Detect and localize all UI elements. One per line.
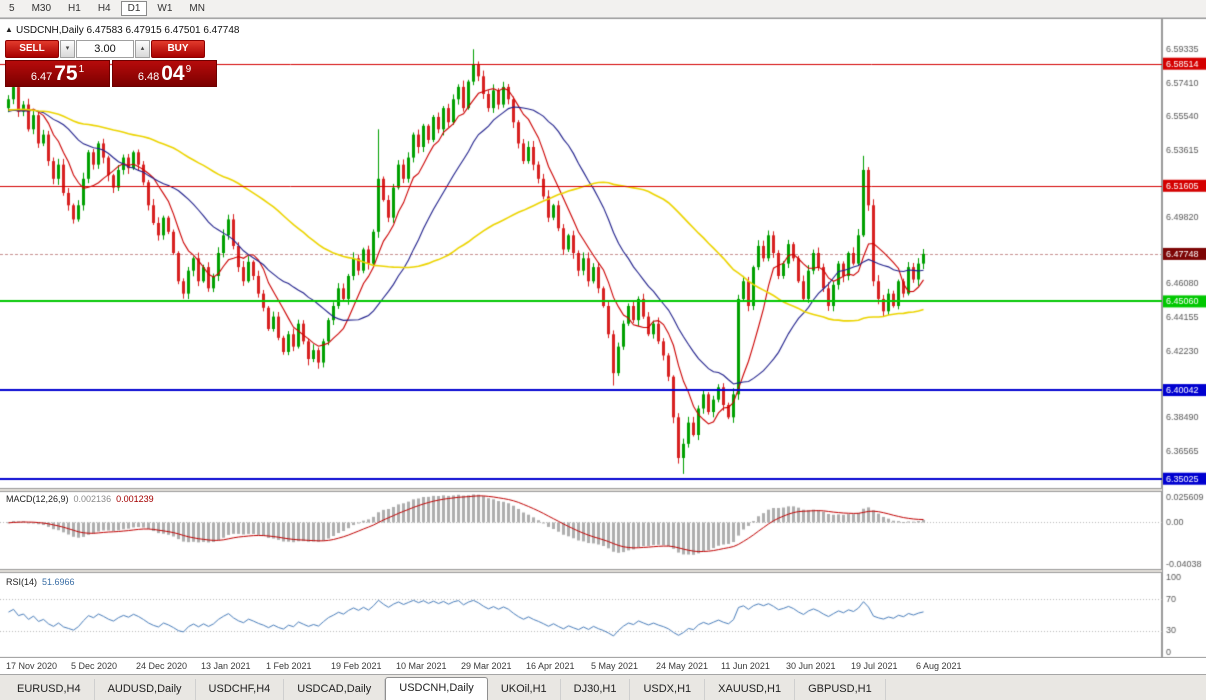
rsi-indicator-label: RSI(14) 51.6966 bbox=[6, 577, 75, 587]
date-label: 5 May 2021 bbox=[591, 661, 639, 671]
lot-increase-button[interactable]: ▴ bbox=[135, 40, 150, 58]
macd-indicator-label: MACD(12,26,9) 0.002136 0.001239 bbox=[6, 494, 154, 504]
tab-ukoil-h1[interactable]: UKOil,H1 bbox=[488, 679, 561, 700]
buy-price-display[interactable]: 6.48 04 9 bbox=[112, 60, 217, 87]
chart-window: ▲ USDCNH,Daily 6.47583 6.47915 6.47501 6… bbox=[0, 18, 1206, 658]
date-label: 1 Feb 2021 bbox=[266, 661, 312, 671]
one-click-trade-panel: SELL ▾ ▴ BUY 6.47 75 1 6.48 04 9 bbox=[5, 40, 219, 87]
timeframe-button-5[interactable]: 5 bbox=[2, 1, 22, 16]
date-label: 17 Nov 2020 bbox=[6, 661, 58, 671]
macd-main-value: 0.002136 bbox=[73, 494, 112, 504]
timeframe-toolbar: 5 M30 H1 H4 D1 W1 MN bbox=[0, 0, 1206, 18]
sell-price-big: 75 bbox=[54, 62, 78, 85]
buy-price-big: 04 bbox=[161, 62, 185, 85]
date-label: 29 Mar 2021 bbox=[461, 661, 512, 671]
timeframe-button-W1[interactable]: W1 bbox=[150, 1, 179, 16]
tab-usdcad-daily[interactable]: USDCAD,Daily bbox=[284, 679, 386, 700]
chart-canvas[interactable] bbox=[0, 18, 1206, 658]
buy-price-pip: 9 bbox=[185, 64, 192, 75]
date-label: 5 Dec 2020 bbox=[71, 661, 118, 671]
date-label: 19 Feb 2021 bbox=[331, 661, 382, 671]
tab-usdx-h1[interactable]: USDX,H1 bbox=[630, 679, 706, 700]
rsi-name: RSI(14) bbox=[6, 577, 38, 587]
tab-eurusd-h4[interactable]: EURUSD,H4 bbox=[4, 679, 95, 700]
chart-arrow-icon: ▲ bbox=[5, 25, 13, 34]
date-label: 30 Jun 2021 bbox=[786, 661, 836, 671]
tab-audusd-daily[interactable]: AUDUSD,Daily bbox=[95, 679, 196, 700]
lot-decrease-button[interactable]: ▾ bbox=[60, 40, 75, 58]
time-axis[interactable]: 17 Nov 2020 5 Dec 2020 24 Dec 2020 13 Jan 2… bbox=[0, 658, 1206, 674]
buy-button[interactable]: BUY bbox=[151, 40, 205, 58]
date-label: 24 May 2021 bbox=[656, 661, 709, 671]
chart-title: USDCNH,Daily 6.47583 6.47915 6.47501 6.4… bbox=[16, 25, 240, 36]
timeframe-button-M30[interactable]: M30 bbox=[25, 1, 58, 16]
date-label: 16 Apr 2021 bbox=[526, 661, 575, 671]
date-label: 11 Jun 2021 bbox=[721, 661, 770, 671]
tab-dj30-h1[interactable]: DJ30,H1 bbox=[561, 679, 631, 700]
macd-signal-value: 0.001239 bbox=[116, 494, 154, 504]
tab-xauusd-h1[interactable]: XAUUSD,H1 bbox=[705, 679, 796, 700]
sell-button[interactable]: SELL bbox=[5, 40, 59, 58]
sell-price-prefix: 6.47 bbox=[30, 71, 53, 83]
sell-price-display[interactable]: 6.47 75 1 bbox=[5, 60, 110, 87]
timeframe-button-H1[interactable]: H1 bbox=[61, 1, 88, 16]
date-label: 19 Jul 2021 bbox=[851, 661, 898, 671]
symbol-tabs-bar: EURUSD,H4 AUDUSD,Daily USDCHF,H4 USDCAD,Dai… bbox=[0, 674, 1206, 700]
date-label: 6 Aug 2021 bbox=[916, 661, 962, 671]
macd-name: MACD(12,26,9) bbox=[6, 494, 69, 504]
sell-price-pip: 1 bbox=[78, 64, 85, 75]
timeframe-button-MN[interactable]: MN bbox=[182, 1, 212, 16]
lot-size-input[interactable] bbox=[76, 40, 134, 58]
date-label: 13 Jan 2021 bbox=[201, 661, 251, 671]
tab-usdchf-h4[interactable]: USDCHF,H4 bbox=[196, 679, 285, 700]
rsi-value: 51.6966 bbox=[42, 577, 75, 587]
date-label: 10 Mar 2021 bbox=[396, 661, 447, 671]
tab-usdcnh-daily[interactable]: USDCNH,Daily bbox=[385, 677, 488, 700]
date-label: 24 Dec 2020 bbox=[136, 661, 188, 671]
tab-gbpusd-h1[interactable]: GBPUSD,H1 bbox=[795, 679, 886, 700]
buy-price-prefix: 6.48 bbox=[137, 71, 160, 83]
timeframe-button-D1[interactable]: D1 bbox=[120, 1, 148, 16]
timeframe-button-H4[interactable]: H4 bbox=[91, 1, 118, 16]
